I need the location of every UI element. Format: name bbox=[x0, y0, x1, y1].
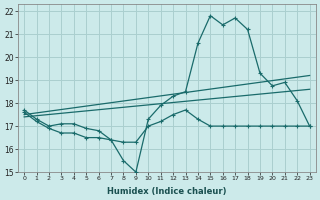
X-axis label: Humidex (Indice chaleur): Humidex (Indice chaleur) bbox=[107, 187, 227, 196]
